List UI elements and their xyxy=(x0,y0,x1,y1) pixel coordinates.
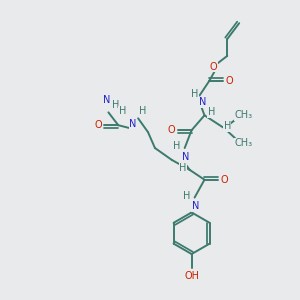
Text: CH₃: CH₃ xyxy=(234,110,252,120)
Text: N: N xyxy=(182,152,189,162)
Text: H: H xyxy=(191,88,198,98)
Text: O: O xyxy=(95,120,102,130)
Text: H: H xyxy=(173,141,180,151)
Text: H: H xyxy=(140,106,147,116)
Text: H: H xyxy=(118,106,126,116)
Text: N: N xyxy=(199,98,206,107)
Text: O: O xyxy=(220,175,228,185)
Text: H: H xyxy=(208,107,215,117)
Text: H: H xyxy=(112,100,119,110)
Text: O: O xyxy=(210,62,217,72)
Text: H: H xyxy=(179,163,186,173)
Text: H: H xyxy=(224,121,231,131)
Text: O: O xyxy=(168,125,176,135)
Text: CH₃: CH₃ xyxy=(234,138,252,148)
Text: H: H xyxy=(183,190,190,201)
Text: N: N xyxy=(192,202,199,212)
Text: N: N xyxy=(130,119,137,129)
Text: OH: OH xyxy=(184,271,199,281)
Text: N: N xyxy=(103,95,110,106)
Text: O: O xyxy=(225,76,233,85)
